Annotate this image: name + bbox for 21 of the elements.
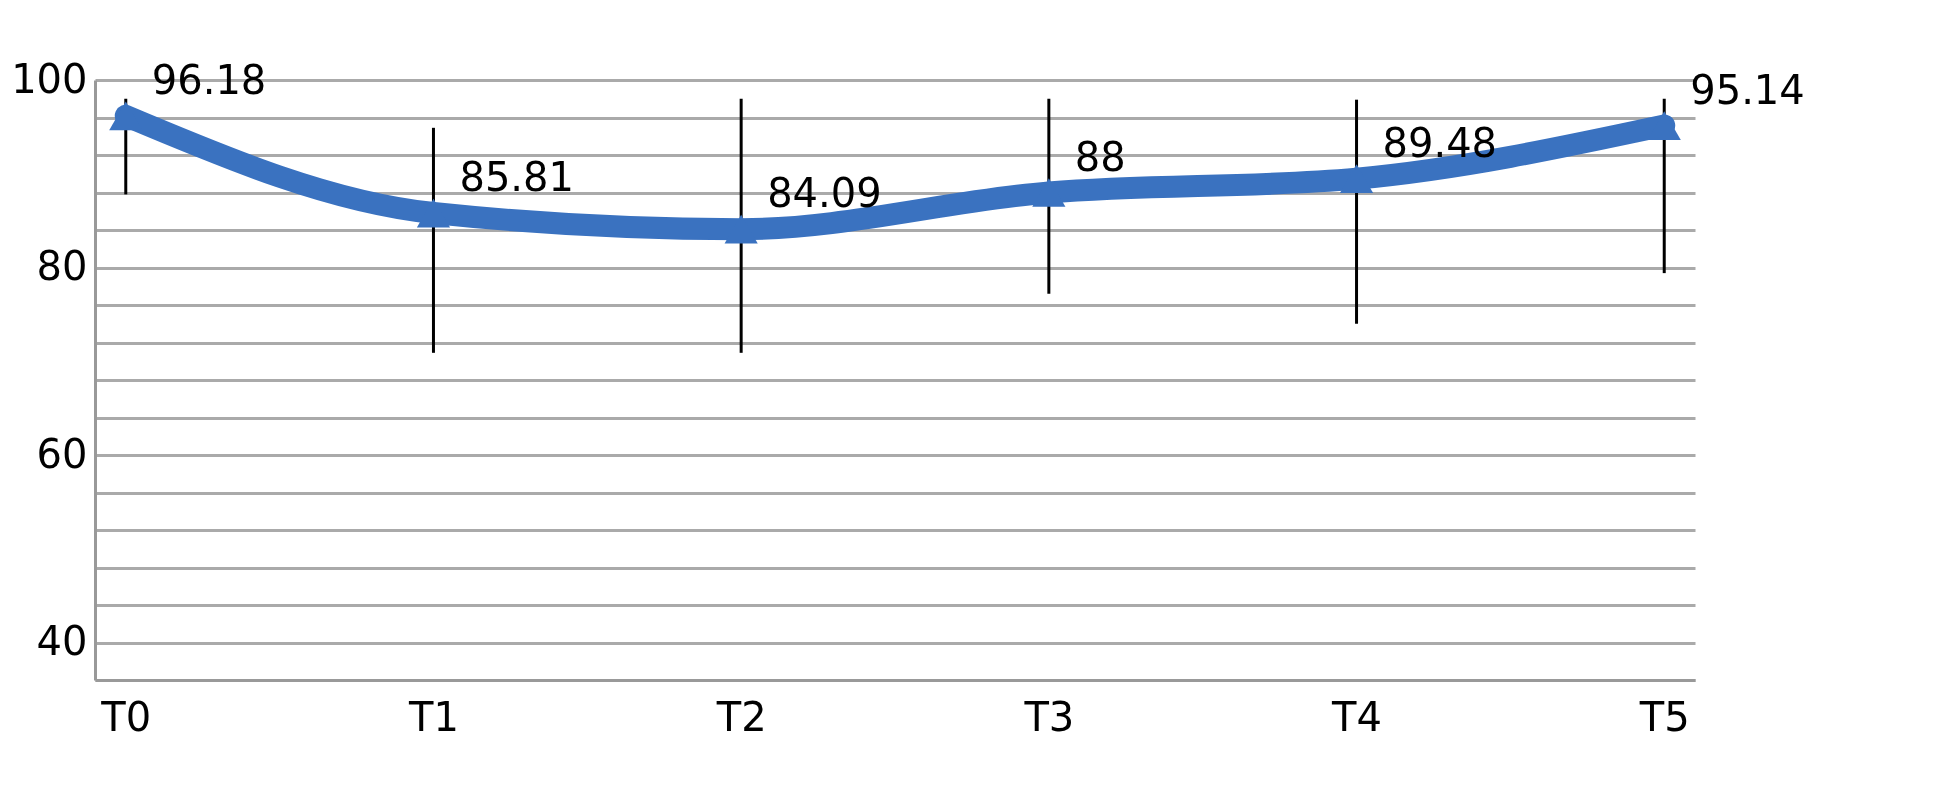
x-tick-label: T0 xyxy=(100,693,152,740)
y-tick-label: 80 xyxy=(36,243,88,289)
point xyxy=(1032,178,1066,207)
x-tick-label: T5 xyxy=(1638,693,1690,740)
y-tick-label: 100 xyxy=(11,55,88,102)
point xyxy=(416,198,451,228)
data-label: 95.14 xyxy=(1690,66,1805,113)
y-tick-label: 60 xyxy=(36,430,88,477)
x-tick-label: T3 xyxy=(1023,693,1075,740)
data-label: 96.18 xyxy=(151,56,267,103)
data-label: 84.09 xyxy=(767,170,882,217)
data-label: 88 xyxy=(1074,133,1126,180)
point xyxy=(724,214,758,244)
x-tick-label: T1 xyxy=(408,693,459,740)
y-tick-label: 40 xyxy=(36,618,88,664)
point xyxy=(1339,164,1374,193)
data-label: 85.81 xyxy=(459,154,574,201)
x-tick-label: T4 xyxy=(1331,693,1382,740)
x-tick-label: T2 xyxy=(715,693,767,740)
point xyxy=(1647,111,1681,140)
data-label: 89.48 xyxy=(1382,119,1498,166)
